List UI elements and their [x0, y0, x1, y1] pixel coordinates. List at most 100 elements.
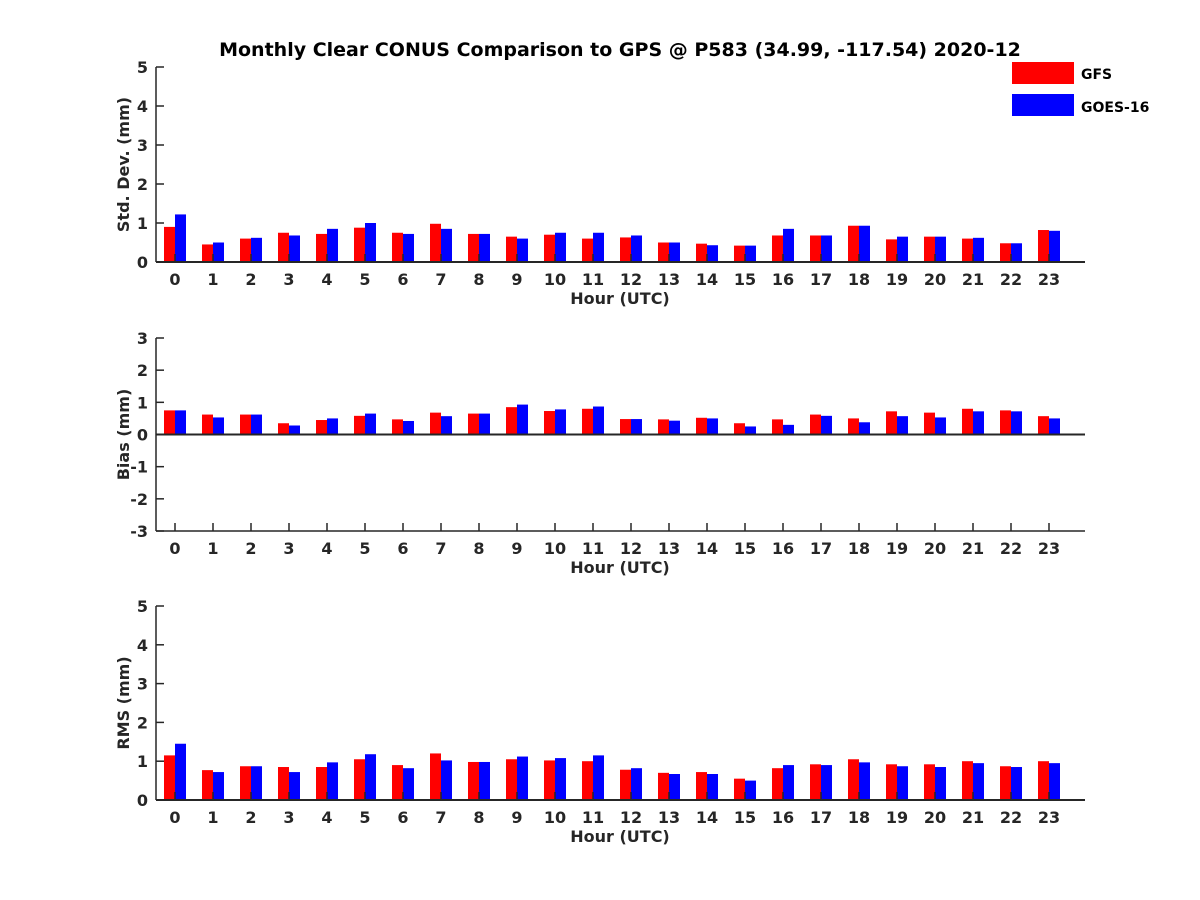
bar-goes16-hour-18 [859, 225, 870, 262]
bar-gfs-hour-22 [1000, 766, 1011, 800]
y-tick-label: 3 [137, 136, 148, 155]
legend-swatch-gfs [1012, 62, 1074, 84]
bar-goes16-hour-22 [1011, 767, 1022, 800]
bar-goes16-hour-8 [479, 233, 490, 262]
bar-gfs-hour-22 [1000, 243, 1011, 262]
x-tick-label: 4 [321, 270, 332, 289]
x-tick-label: 8 [473, 539, 484, 558]
bar-gfs-hour-8 [468, 233, 479, 262]
bar-goes16-hour-12 [631, 768, 642, 800]
bar-gfs-hour-19 [886, 239, 897, 262]
bar-goes16-hour-14 [707, 418, 718, 435]
bar-gfs-hour-8 [468, 413, 479, 435]
y-tick-label: 5 [137, 58, 148, 77]
x-tick-label: 6 [397, 539, 408, 558]
x-tick-label: 7 [435, 270, 446, 289]
chart-title: Monthly Clear CONUS Comparison to GPS @ … [219, 39, 1021, 61]
bar-goes16-hour-17 [821, 415, 832, 435]
bar-goes16-hour-0 [175, 743, 186, 800]
x-tick-label: 15 [734, 539, 756, 558]
bar-goes16-hour-13 [669, 420, 680, 435]
x-tick-label: 18 [848, 808, 870, 827]
bar-gfs-hour-1 [202, 770, 213, 800]
bar-goes16-hour-7 [441, 760, 452, 800]
bar-gfs-hour-21 [962, 408, 973, 435]
x-tick-label: 20 [924, 808, 946, 827]
x-tick-label: 9 [511, 808, 522, 827]
x-tick-label: 22 [1000, 270, 1022, 289]
bar-gfs-hour-1 [202, 414, 213, 435]
bar-goes16-hour-10 [555, 409, 566, 435]
x-tick-label: 12 [620, 808, 642, 827]
bar-gfs-hour-19 [886, 764, 897, 800]
bar-gfs-hour-21 [962, 238, 973, 262]
x-tick-label: 14 [696, 808, 718, 827]
bar-gfs-hour-11 [582, 408, 593, 435]
bar-goes16-hour-1 [213, 772, 224, 800]
bar-gfs-hour-12 [620, 419, 631, 435]
bar-goes16-hour-14 [707, 245, 718, 262]
bar-gfs-hour-23 [1038, 761, 1049, 800]
bar-gfs-hour-14 [696, 243, 707, 262]
bar-goes16-hour-7 [441, 416, 452, 435]
bar-goes16-hour-2 [251, 414, 262, 435]
bar-gfs-hour-20 [924, 236, 935, 262]
x-tick-label: 18 [848, 539, 870, 558]
x-tick-label: 23 [1038, 270, 1060, 289]
bar-goes16-hour-18 [859, 762, 870, 800]
y-tick-label: -2 [130, 490, 148, 509]
y-tick-label: 1 [137, 393, 148, 412]
x-tick-label: 22 [1000, 539, 1022, 558]
bar-gfs-hour-6 [392, 419, 403, 435]
bar-goes16-hour-17 [821, 235, 832, 262]
legend: GFS GOES-16 [1012, 62, 1149, 116]
bar-gfs-hour-10 [544, 411, 555, 435]
bar-goes16-hour-8 [479, 413, 490, 435]
x-tick-label: 23 [1038, 808, 1060, 827]
bar-gfs-hour-18 [848, 759, 859, 800]
bar-goes16-hour-1 [213, 417, 224, 435]
bar-goes16-hour-0 [175, 214, 186, 262]
bar-gfs-hour-1 [202, 244, 213, 262]
x-tick-label: 2 [245, 808, 256, 827]
bar-goes16-hour-10 [555, 232, 566, 262]
bar-gfs-hour-10 [544, 234, 555, 262]
bar-gfs-hour-14 [696, 772, 707, 800]
x-tick-label: 12 [620, 270, 642, 289]
y-tick-label: 3 [137, 329, 148, 348]
bar-goes16-hour-19 [897, 236, 908, 262]
x-axis-label: Hour (UTC) [570, 827, 670, 846]
bar-gfs-hour-3 [278, 423, 289, 435]
bar-goes16-hour-3 [289, 235, 300, 262]
bar-goes16-hour-15 [745, 245, 756, 262]
bar-gfs-hour-19 [886, 411, 897, 435]
x-tick-label: 11 [582, 539, 604, 558]
bar-gfs-hour-7 [430, 753, 441, 800]
y-tick-label: 1 [137, 214, 148, 233]
x-tick-label: 21 [962, 270, 984, 289]
x-tick-label: 0 [169, 539, 180, 558]
x-tick-label: 5 [359, 808, 370, 827]
bar-gfs-hour-15 [734, 778, 745, 800]
x-tick-label: 7 [435, 539, 446, 558]
bar-goes16-hour-23 [1049, 230, 1060, 262]
x-tick-label: 15 [734, 808, 756, 827]
x-tick-label: 20 [924, 539, 946, 558]
bar-goes16-hour-20 [935, 417, 946, 435]
bar-gfs-hour-14 [696, 417, 707, 435]
y-tick-label: 4 [137, 636, 148, 655]
y-tick-label: 5 [137, 597, 148, 616]
y-tick-label: 2 [137, 713, 148, 732]
x-tick-label: 13 [658, 539, 680, 558]
x-tick-label: 21 [962, 539, 984, 558]
y-tick-label: -3 [130, 522, 148, 541]
bar-gfs-hour-11 [582, 761, 593, 800]
x-tick-label: 5 [359, 270, 370, 289]
bar-goes16-hour-7 [441, 228, 452, 262]
bar-goes16-hour-5 [365, 223, 376, 262]
x-tick-label: 22 [1000, 808, 1022, 827]
bar-goes16-hour-13 [669, 242, 680, 262]
legend-swatch-goes16 [1012, 94, 1074, 116]
x-tick-label: 13 [658, 270, 680, 289]
